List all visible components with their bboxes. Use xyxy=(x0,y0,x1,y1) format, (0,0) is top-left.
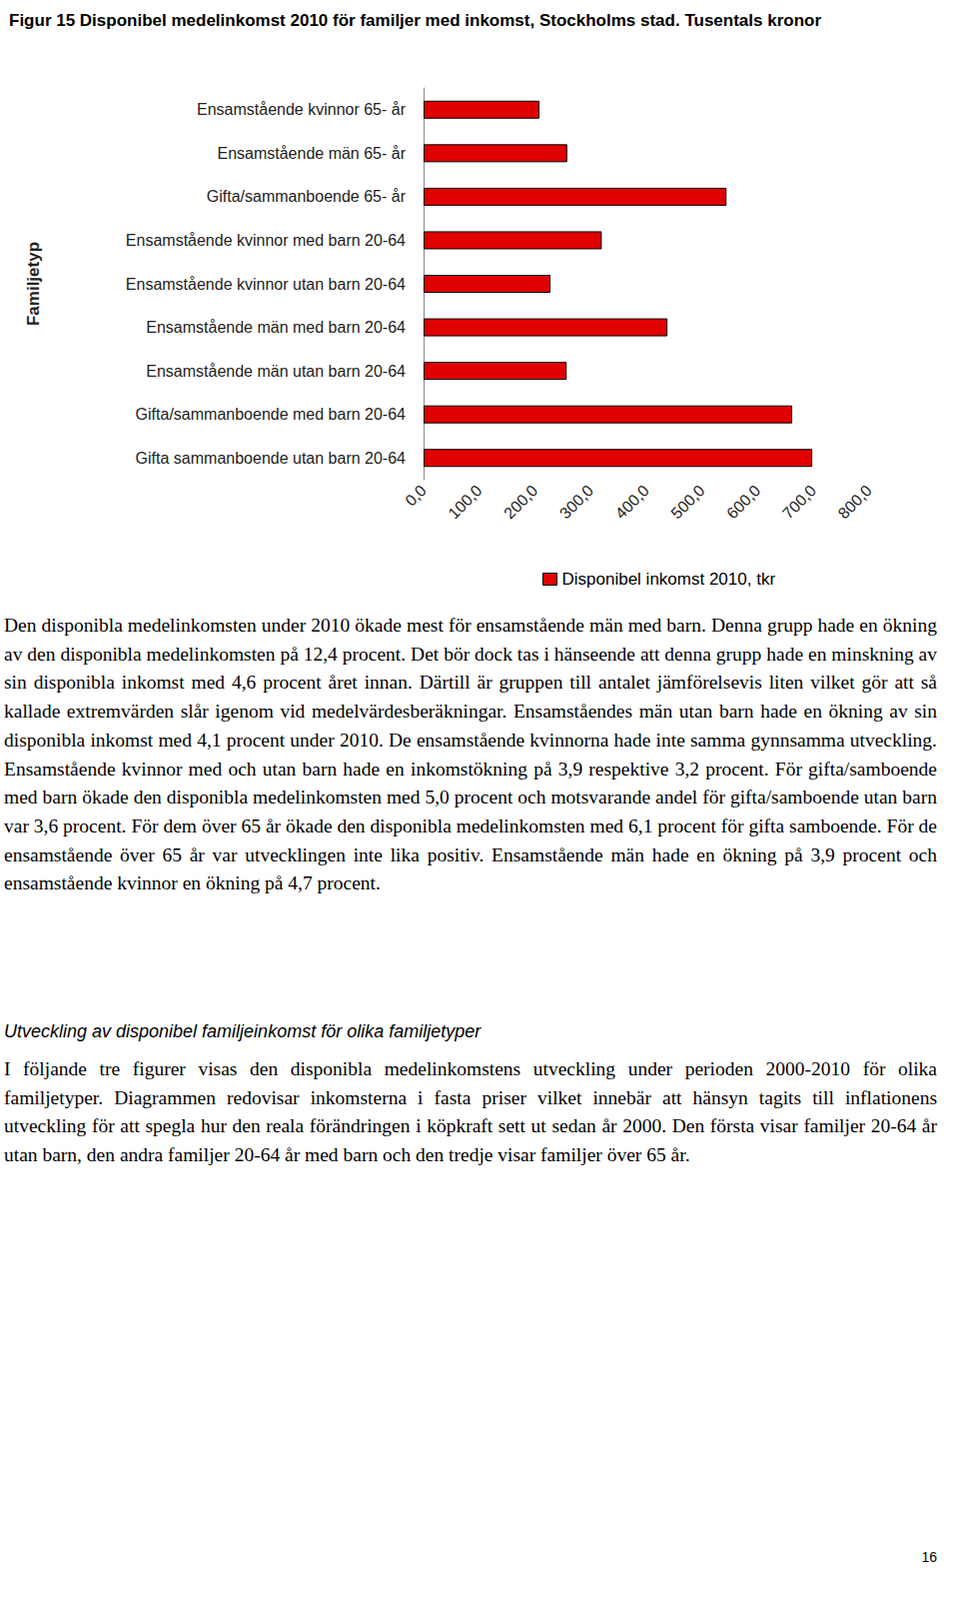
svg-text:Figur 15 Disponibel medelinkom: Figur 15 Disponibel medelinkomst 2010 fö… xyxy=(8,10,822,30)
svg-text:Ensamstående män 65- år: Ensamstående män 65- år xyxy=(216,144,406,162)
svg-text:Ensamstående kvinnor 65- år: Ensamstående kvinnor 65- år xyxy=(196,100,407,118)
svg-text:Ensamstående kvinnor med barn: Ensamstående kvinnor med barn 20-64 xyxy=(125,231,406,249)
svg-text:0,0: 0,0 xyxy=(401,481,430,510)
svg-text:300,0: 300,0 xyxy=(556,481,597,522)
svg-text:100,0: 100,0 xyxy=(444,481,485,522)
svg-text:800,0: 800,0 xyxy=(835,481,876,522)
svg-text:Gifta/sammanboende med barn 20: Gifta/sammanboende med barn 20-64 xyxy=(135,405,406,423)
svg-text:Gifta/sammanboende 65- år: Gifta/sammanboende 65- år xyxy=(206,187,407,205)
html-text:I följande tre figurer visas d: I följande tre figurer visas den disponi… xyxy=(3,1057,938,1165)
svg-text:600,0: 600,0 xyxy=(723,481,764,522)
svg-text:500,0: 500,0 xyxy=(667,481,708,522)
html-text:16: 16 xyxy=(921,1548,938,1565)
svg-text:Familjetyp: Familjetyp xyxy=(23,241,43,326)
svg-text:Ensamstående kvinnor utan barn: Ensamstående kvinnor utan barn 20-64 xyxy=(125,275,406,293)
svg-text:Ensamstående män utan barn 20-: Ensamstående män utan barn 20-64 xyxy=(145,362,406,380)
svg-text:200,0: 200,0 xyxy=(500,481,541,522)
svg-text:700,0: 700,0 xyxy=(779,481,820,522)
svg-text:Disponibel inkomst 2010, tkr: Disponibel inkomst 2010, tkr xyxy=(562,569,777,589)
svg-text:Gifta sammanboende utan barn 2: Gifta sammanboende utan barn 20-64 xyxy=(135,449,407,467)
html-text:Den disponibla medelinkomsten: Den disponibla medelinkomsten under 2010… xyxy=(3,614,938,894)
svg-text:400,0: 400,0 xyxy=(612,481,653,522)
svg-text:Ensamstående män med barn 20-6: Ensamstående män med barn 20-64 xyxy=(145,318,406,336)
html-text:Utveckling av disponibel famil: Utveckling av disponibel familjeinkomst … xyxy=(3,1020,481,1041)
